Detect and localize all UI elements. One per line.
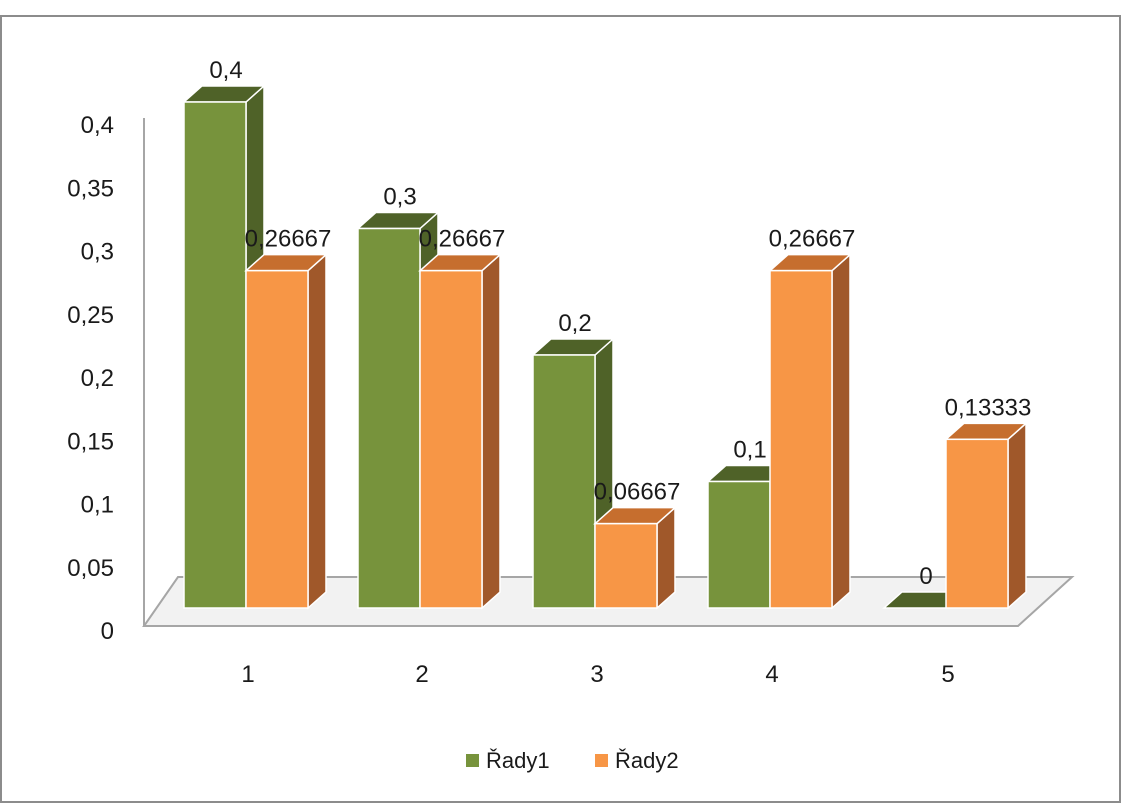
y-tick-label: 0,35 — [67, 175, 114, 202]
legend-item-series-2: Řady2 — [595, 748, 679, 773]
data-label-series-1-category-5: 0 — [919, 563, 932, 590]
y-tick-label: 0,1 — [81, 492, 114, 519]
bar-series-2-category-1 — [244, 252, 328, 610]
bar-side-face — [1007, 421, 1027, 610]
y-tick-label: 0,25 — [67, 302, 114, 329]
bar-series-2-category-4 — [768, 252, 852, 610]
x-tick-label: 3 — [590, 661, 603, 688]
bar-side-face — [656, 505, 676, 610]
x-tick-label: 1 — [241, 661, 254, 688]
bar-front-face — [532, 354, 596, 609]
data-label-series-2-category-4: 0,26667 — [769, 226, 856, 253]
bar-series-2-category-3 — [593, 505, 677, 610]
y-tick-label: 0,15 — [67, 428, 114, 455]
y-tick-label: 0,05 — [67, 555, 114, 582]
bar-front-face — [594, 522, 658, 609]
x-tick-label: 5 — [941, 661, 954, 688]
data-label-series-1-category-3: 0,2 — [558, 310, 591, 337]
x-axis-tick-labels: 1 2 3 4 5 — [241, 661, 954, 688]
legend-swatch-series-2 — [595, 754, 608, 767]
bar-side-face — [481, 252, 501, 610]
x-tick-label: 4 — [765, 661, 778, 688]
bar-front-face — [357, 227, 421, 609]
data-label-series-1-category-4: 0,1 — [733, 437, 766, 464]
legend-item-series-1: Řady1 — [466, 748, 550, 773]
y-tick-label: 0,3 — [81, 239, 114, 266]
y-axis-tick-labels: 0 0,05 0,1 0,15 0,2 0,25 0,3 0,35 0,4 — [67, 112, 114, 645]
bar-front-face — [419, 269, 483, 609]
bar-series-2-category-5 — [944, 421, 1028, 610]
bar-series-2-category-2 — [418, 252, 502, 610]
bars — [182, 84, 1028, 610]
data-label-series-2-category-5: 0,13333 — [945, 394, 1032, 421]
y-tick-label: 0,2 — [81, 365, 114, 392]
legend-label-series-1: Řady1 — [486, 748, 550, 773]
bar-side-face — [831, 252, 851, 610]
bar-front-face — [769, 269, 833, 609]
bar-front-face — [245, 269, 309, 609]
legend-label-series-2: Řady2 — [615, 748, 679, 773]
data-label-series-1-category-1: 0,4 — [209, 57, 242, 84]
data-label-series-1-category-2: 0,3 — [383, 184, 416, 211]
data-labels: 0,40,266670,30,266670,20,066670,10,26667… — [209, 57, 1031, 590]
bar-front-face — [183, 101, 247, 609]
data-label-series-2-category-2: 0,26667 — [419, 226, 506, 253]
x-tick-label: 2 — [415, 661, 428, 688]
bar-side-face — [307, 252, 327, 610]
bar-front-face — [707, 480, 771, 609]
data-label-series-2-category-1: 0,26667 — [245, 226, 332, 253]
data-label-series-2-category-3: 0,06667 — [594, 479, 681, 506]
legend-swatch-series-1 — [466, 754, 479, 767]
y-tick-label: 0 — [101, 618, 114, 645]
legend: Řady1 Řady2 — [466, 748, 679, 773]
bar-front-face — [945, 438, 1009, 609]
y-tick-label: 0,4 — [81, 112, 114, 139]
